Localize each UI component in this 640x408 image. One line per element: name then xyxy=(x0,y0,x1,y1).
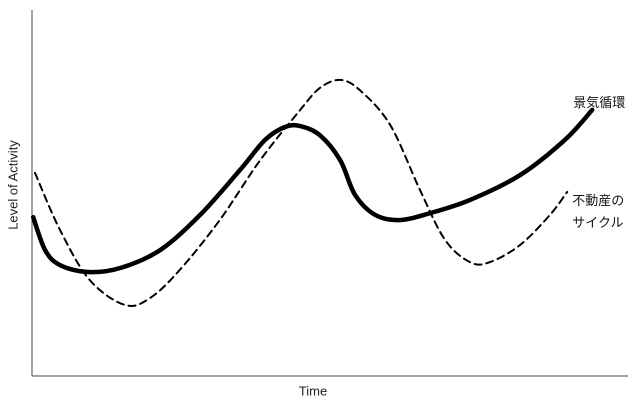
y-axis-label: Level of Activity xyxy=(5,140,20,230)
series-line xyxy=(30,107,595,275)
series-label: 不動産の サイクル xyxy=(572,192,625,230)
series-line xyxy=(33,78,569,307)
x-axis-label: Time xyxy=(299,383,327,398)
series-label: 景気循環 xyxy=(573,94,626,110)
